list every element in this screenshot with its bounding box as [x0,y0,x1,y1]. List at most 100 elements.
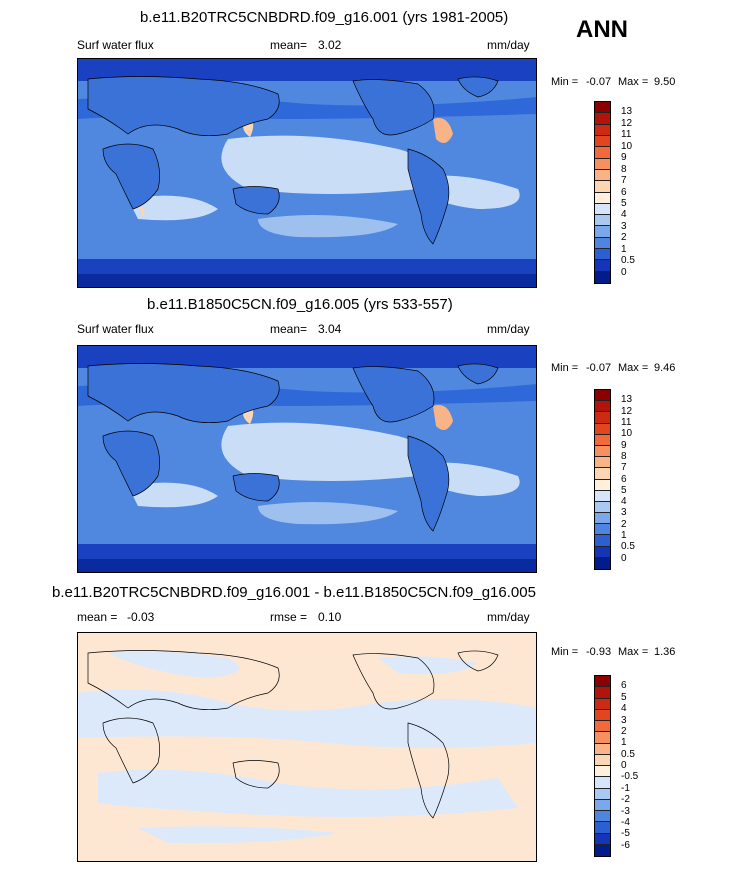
colorbar-tick-label: 7 [621,175,627,187]
panel-2-colorbar-ticks: 13 12 11 10 9 8 7 6 5 4 3 2 1 0.5 0 [621,389,661,570]
colorbar-tick-label: 8 [621,163,627,175]
panel-1-colorbar-ticks: 13 12 11 10 9 8 7 6 5 4 3 2 1 0.5 0 [621,101,661,284]
colorbar-swatch [595,687,610,699]
colorbar-swatch [595,822,610,834]
colorbar-tick-label: 1 [621,530,627,542]
panel-2-colorbar [594,389,611,570]
panel-2-variable-label: Surf water flux [77,322,154,336]
colorbar-swatch [595,158,610,170]
colorbar-swatch [595,271,610,283]
colorbar-tick-label: 11 [621,129,632,141]
colorbar-swatch [595,192,610,204]
colorbar-swatch [595,390,610,402]
colorbar-tick-label: 0.5 [621,748,635,760]
colorbar-tick-label: -2 [621,794,630,806]
panel-3-colorbar [594,675,611,857]
panel-3-rmse-label: rmse = [270,610,308,624]
colorbar-swatch [595,147,610,159]
colorbar-tick-label: 6 [621,186,627,198]
colorbar-swatch [595,203,610,216]
colorbar-swatch [595,698,610,710]
colorbar-tick-label: 9 [621,439,627,451]
colorbar-swatch [595,434,610,446]
colorbar-swatch [595,457,610,469]
colorbar-tick-label: 1 [621,737,627,749]
colorbar-swatch [595,181,610,193]
colorbar-tick-label: 10 [621,140,633,152]
colorbar-tick-label: -1 [621,782,630,794]
colorbar-swatch [595,412,610,424]
colorbar-swatch [595,777,610,789]
colorbar-swatch [595,535,610,547]
colorbar-swatch [595,226,610,238]
colorbar-swatch [595,754,610,766]
colorbar-swatch [595,799,610,811]
colorbar-swatch [595,721,610,733]
panel-3-mean-value: -0.03 [127,610,155,624]
colorbar-tick-label: -6 [621,839,630,851]
colorbar-tick-label: 2 [621,518,627,530]
colorbar-swatch [595,468,610,480]
colorbar-tick-label: 4 [621,209,627,221]
panel-1-mean-label: mean= [270,38,308,52]
colorbar-swatch [595,113,610,125]
colorbar-tick-label: 6 [621,473,627,485]
colorbar-tick-label: 5 [621,691,627,703]
colorbar-tick-label: 2 [621,232,627,244]
colorbar-swatch [595,833,610,845]
panel-3-map [77,632,537,862]
colorbar-swatch [595,124,610,136]
panel-1-units: mm/day [487,38,530,52]
panel-2-max-value: 9.46 [654,362,676,374]
colorbar-swatch [595,249,610,261]
panel-3-min-label: Min = [551,646,579,658]
panel-1-min-label: Min = [551,76,579,88]
colorbar-tick-label: 1 [621,243,627,255]
colorbar-swatch [595,490,610,502]
colorbar-swatch [595,676,610,688]
panel-1-mean-value: 3.02 [318,38,342,52]
panel-1-min-value: -0.07 [586,76,612,88]
colorbar-tick-label: 10 [621,428,633,440]
colorbar-tick-label: 4 [621,703,627,715]
colorbar-tick-label: 9 [621,152,627,164]
panel-3-max-label: Max = [618,646,649,658]
panel-2-title: b.e11.B1850C5CN.f09_g16.005 (yrs 533-557… [147,296,453,313]
colorbar-tick-label: 0.5 [621,541,635,553]
season-label: ANN [576,16,628,43]
colorbar-swatch [595,557,610,569]
colorbar-swatch [595,766,610,778]
colorbar-tick-label: 13 [621,106,633,118]
panel-1-variable-label: Surf water flux [77,38,154,52]
panel-2-map [77,345,537,573]
panel-3-title: b.e11.B20TRC5CNBDRD.f09_g16.001 - b.e11.… [52,584,536,601]
panel-1-colorbar [594,101,611,284]
panel-1-title: b.e11.B20TRC5CNBDRD.f09_g16.001 (yrs 198… [140,9,509,26]
colorbar-swatch [595,732,610,744]
colorbar-swatch [595,479,610,491]
colorbar-tick-label: 6 [621,680,627,692]
panel-2-mean-value: 3.04 [318,322,342,336]
colorbar-tick-label: 2 [621,725,627,737]
colorbar-tick-label: 0.5 [621,255,635,267]
panel-1-max-value: 9.50 [654,76,676,88]
colorbar-swatch [595,102,610,114]
colorbar-swatch [595,788,610,800]
colorbar-tick-label: 13 [621,394,633,406]
colorbar-tick-label: 3 [621,220,627,232]
panel-2-min-label: Min = [551,362,579,374]
panel-1-max-label: Max = [618,76,649,88]
colorbar-swatch [595,260,610,272]
colorbar-tick-label: 0 [621,760,627,771]
colorbar-swatch [595,169,610,182]
colorbar-tick-label: 8 [621,450,627,462]
panel-2-units: mm/day [487,322,530,336]
colorbar-tick-label: 0 [621,552,627,564]
colorbar-swatch [595,811,610,823]
colorbar-swatch [595,513,610,525]
colorbar-tick-label: 12 [621,405,633,417]
panel-3-max-value: 1.36 [654,646,676,658]
panel-2-max-label: Max = [618,362,649,374]
colorbar-swatch [595,423,610,435]
colorbar-swatch [595,237,610,250]
